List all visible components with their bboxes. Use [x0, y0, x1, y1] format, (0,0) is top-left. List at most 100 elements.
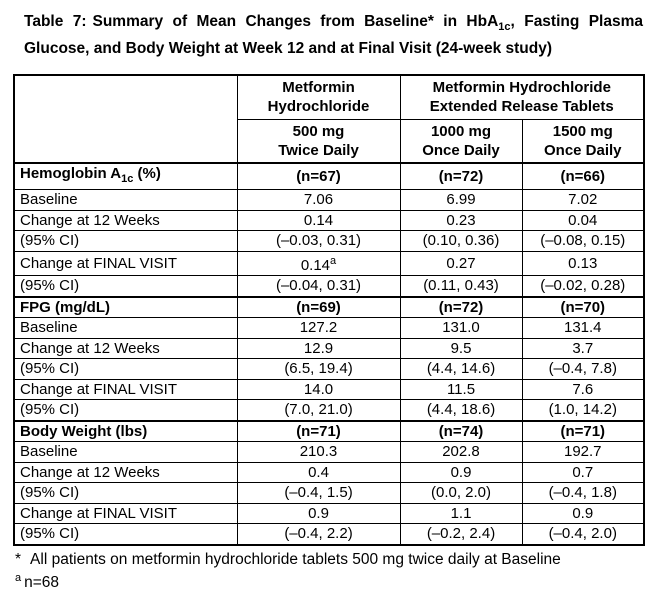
row-label-cell: Baseline: [13, 317, 238, 339]
value-cell: (–0.4, 2.0): [521, 523, 645, 546]
hba1c-subscript: 1c: [498, 21, 511, 34]
value-cell: (–0.4, 2.2): [236, 523, 401, 546]
value-cell: 14.0: [236, 378, 401, 401]
row-label-cell: Baseline: [13, 189, 238, 211]
value-cell: 11.5: [399, 378, 523, 401]
data-row: Change at FINAL VISIT 0.9 1.1 0.9: [13, 502, 645, 525]
a-marker: a: [15, 571, 22, 584]
n-count-cell: (n=66): [521, 161, 645, 191]
value-cell: 0.9: [521, 502, 645, 525]
data-row: (95% CI) (7.0, 21.0) (4.4, 18.6) (1.0, 14.2…: [13, 399, 645, 422]
value-cell: 0.13: [521, 250, 645, 277]
section-title-cell: FPG (mg/dL): [13, 295, 238, 319]
n-count-cell: (n=72): [399, 295, 523, 319]
section-header-row: FPG (mg/dL) (n=69) (n=72) (n=70): [13, 295, 645, 319]
row-label-cell: Change at FINAL VISIT: [13, 250, 238, 277]
data-row: (95% CI) (–0.04, 0.31) (0.11, 0.43) (–0.02,…: [13, 275, 645, 298]
value-cell: (–0.02, 0.28): [521, 275, 645, 298]
section-title-cell: Hemoglobin A1c (%): [13, 161, 238, 191]
row-label-cell: Change at 12 Weeks: [13, 461, 238, 484]
value-cell: 0.9: [399, 461, 523, 484]
dose-header-1500mg: 1500 mg Once Daily: [521, 118, 645, 164]
data-row: Change at FINAL VISIT 0.14a 0.27 0.13: [13, 250, 645, 277]
data-row: (95% CI) (–0.4, 2.2) (–0.2, 2.4) (–0.4, 2.0…: [13, 523, 645, 546]
col-group-metformin-er: Metformin Hydrochloride Extended Release…: [399, 74, 645, 120]
value-cell: 127.2: [236, 317, 401, 339]
dose-header-1000mg: 1000 mg Once Daily: [399, 118, 523, 164]
data-row: Baseline 210.3 202.8 192.7: [13, 441, 645, 463]
value-cell: 0.7: [521, 461, 645, 484]
data-row: Baseline 127.2 131.0 131.4: [13, 317, 645, 339]
data-row: Baseline 7.06 6.99 7.02: [13, 189, 645, 211]
dose-amount: 500 mg: [292, 122, 345, 140]
row-label-cell: Change at 12 Weeks: [13, 209, 238, 232]
value-cell: (1.0, 14.2): [521, 399, 645, 422]
value-cell: 131.0: [399, 317, 523, 339]
dose-schedule: Twice Daily: [278, 141, 359, 159]
table-header: Metformin Hydrochloride Metformin Hydroc…: [13, 74, 645, 164]
value-cell: (–0.4, 1.5): [236, 482, 401, 504]
section-header-row: Hemoglobin A1c (%) (n=67) (n=72) (n=66): [13, 161, 645, 191]
value-cell: 0.04: [521, 209, 645, 232]
value-cell: 131.4: [521, 317, 645, 339]
value-cell: (4.4, 14.6): [399, 358, 523, 380]
value-cell: 0.27: [399, 250, 523, 277]
value-cell: 0.4: [236, 461, 401, 484]
dose-amount: 1000 mg: [430, 122, 492, 140]
row-label-cell: Change at 12 Weeks: [13, 337, 238, 360]
table-body: Hemoglobin A1c (%) (n=67) (n=72) (n=66) Base…: [13, 161, 645, 546]
row-label-cell: (95% CI): [13, 230, 238, 252]
value-cell: (–0.08, 0.15): [521, 230, 645, 252]
row-label-cell: (95% CI): [13, 399, 238, 422]
section-header-row: Body Weight (lbs) (n=71) (n=74) (n=71): [13, 419, 645, 443]
value-cell: 9.5: [399, 337, 523, 360]
data-row: Change at 12 Weeks 12.9 9.5 3.7: [13, 337, 645, 360]
title-text-3: , Fasting Plasma Glucose, and Body Weigh…: [24, 13, 643, 58]
footnote-a-text: n=68: [24, 573, 60, 591]
value-cell: 202.8: [399, 441, 523, 463]
value-cell: 6.99: [399, 189, 523, 211]
row-label-cell: (95% CI): [13, 482, 238, 504]
value-cell: (–0.4, 7.8): [521, 358, 645, 380]
value-cell: 12.9: [236, 337, 401, 360]
value-cell: 0.14a: [236, 250, 401, 277]
n-count-cell: (n=67): [236, 161, 401, 191]
row-label-cell: (95% CI): [13, 523, 238, 546]
value-cell: 192.7: [521, 441, 645, 463]
n-count-cell: (n=71): [236, 419, 401, 443]
value-cell: 3.7: [521, 337, 645, 360]
data-row: (95% CI) (6.5, 19.4) (4.4, 14.6) (–0.4, 7.8…: [13, 358, 645, 380]
dose-header-row: 500 mg Twice Daily 1000 mg Once Daily 1500…: [14, 118, 645, 164]
value-cell: (0.10, 0.36): [399, 230, 523, 252]
value-cell: 0.14: [236, 209, 401, 232]
section-title-cell: Body Weight (lbs): [13, 419, 238, 443]
dose-amount: 1500 mg: [552, 122, 613, 140]
value-cell: 7.02: [521, 189, 645, 211]
n-count-cell: (n=74): [399, 419, 523, 443]
value-cell: 0.23: [399, 209, 523, 232]
title-text-1: Summary of Mean Changes from Baseline: [92, 13, 428, 30]
value-cell: 7.6: [521, 378, 645, 401]
data-row: Change at 12 Weeks 0.14 0.23 0.04: [13, 209, 645, 232]
row-label-cell: Change at FINAL VISIT: [13, 502, 238, 525]
n-count-cell: (n=71): [521, 419, 645, 443]
value-cell: (–0.2, 2.4): [399, 523, 523, 546]
data-row: Change at 12 Weeks 0.4 0.9 0.7: [13, 461, 645, 484]
value-cell: (–0.03, 0.31): [236, 230, 401, 252]
value-cell: 0.9: [236, 502, 401, 525]
row-label-cell: Change at FINAL VISIT: [13, 378, 238, 401]
data-row: (95% CI) (–0.03, 0.31) (0.10, 0.36) (–0.08,…: [13, 230, 645, 252]
value-cell: 210.3: [236, 441, 401, 463]
title-asterisk: *: [427, 13, 434, 30]
n-count-cell: (n=69): [236, 295, 401, 319]
value-cell: 7.06: [236, 189, 401, 211]
value-cell: (6.5, 19.4): [236, 358, 401, 380]
row-label-cell: Baseline: [13, 441, 238, 463]
dose-header-500mg: 500 mg Twice Daily: [236, 118, 401, 164]
footnote-a: a n=68: [15, 569, 644, 592]
value-cell: (–0.4, 1.8): [521, 482, 645, 504]
n-count-cell: (n=72): [399, 161, 523, 191]
dose-schedule: Once Daily: [543, 141, 622, 159]
footnote-asterisk-text: All patients on metformin hydrochloride …: [30, 550, 561, 568]
